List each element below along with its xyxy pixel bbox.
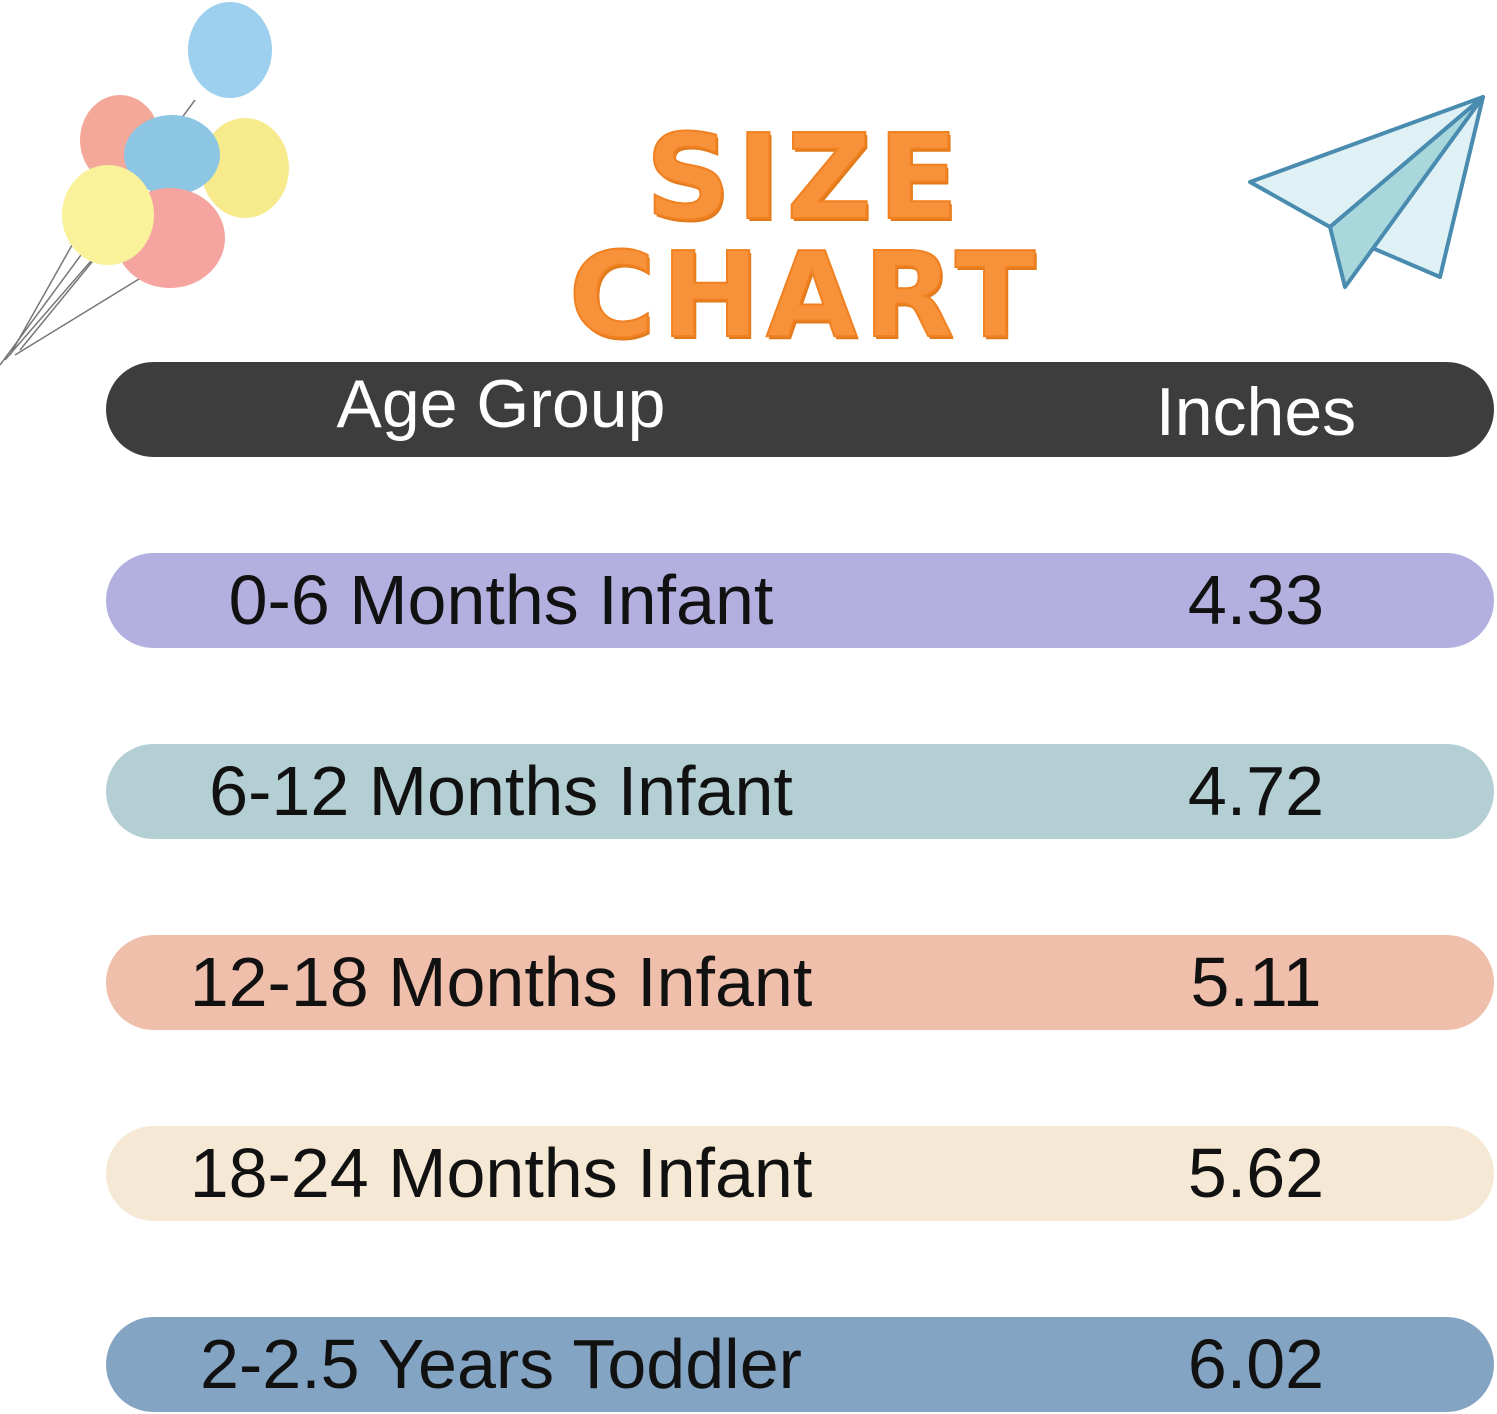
age-group-cell: 18-24 Months Infant [189, 1134, 813, 1212]
table-row: 0-6 Months Infant 4.33 [106, 553, 1494, 648]
table-row: 12-18 Months Infant 5.11 [106, 935, 1494, 1030]
header-age-group: Age Group [336, 366, 666, 442]
inches-cell: 5.11 [1190, 943, 1322, 1021]
table-row: 2-2.5 Years Toddler 6.02 [106, 1317, 1494, 1412]
balloons-icon [0, 2, 289, 366]
inches-cell: 5.62 [1187, 1134, 1325, 1212]
table-row: 6-12 Months Infant 4.72 [106, 744, 1494, 839]
table-row: 18-24 Months Infant 5.62 [106, 1126, 1494, 1221]
paper-plane-icon [1248, 95, 1485, 289]
age-group-cell: 12-18 Months Infant [189, 943, 813, 1021]
inches-cell: 4.72 [1187, 752, 1325, 830]
age-group-cell: 6-12 Months Infant [209, 752, 793, 830]
age-group-cell: 2-2.5 Years Toddler [200, 1325, 802, 1403]
page-title: SIZE CHART [568, 108, 1042, 364]
inches-cell: 6.02 [1187, 1325, 1325, 1403]
header-inches: Inches [1155, 374, 1357, 450]
table-header: Age Group Inches [106, 362, 1494, 457]
inches-cell: 4.33 [1187, 561, 1325, 639]
age-group-cell: 0-6 Months Infant [228, 561, 774, 639]
